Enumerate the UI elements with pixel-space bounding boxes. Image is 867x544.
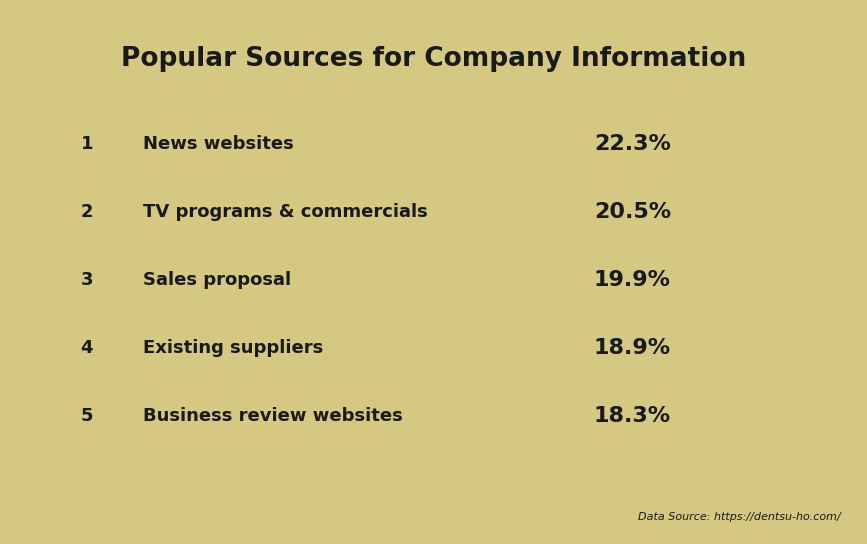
Text: TV programs & commercials: TV programs & commercials — [143, 203, 427, 221]
Text: 5: 5 — [81, 407, 93, 425]
Text: 18.3%: 18.3% — [594, 406, 671, 426]
Text: 2: 2 — [81, 203, 93, 221]
Text: 22.3%: 22.3% — [594, 134, 671, 154]
Text: Existing suppliers: Existing suppliers — [143, 339, 323, 357]
Text: 18.9%: 18.9% — [594, 338, 671, 358]
Text: 4: 4 — [81, 339, 93, 357]
Text: 20.5%: 20.5% — [594, 202, 671, 222]
Text: Data Source: https://dentsu-ho.com/: Data Source: https://dentsu-ho.com/ — [638, 512, 841, 522]
Text: 1: 1 — [81, 135, 93, 153]
Text: Sales proposal: Sales proposal — [143, 271, 291, 289]
Text: 19.9%: 19.9% — [594, 270, 671, 290]
Text: Popular Sources for Company Information: Popular Sources for Company Information — [121, 46, 746, 72]
Text: News websites: News websites — [143, 135, 294, 153]
Text: 3: 3 — [81, 271, 93, 289]
Text: Business review websites: Business review websites — [143, 407, 403, 425]
